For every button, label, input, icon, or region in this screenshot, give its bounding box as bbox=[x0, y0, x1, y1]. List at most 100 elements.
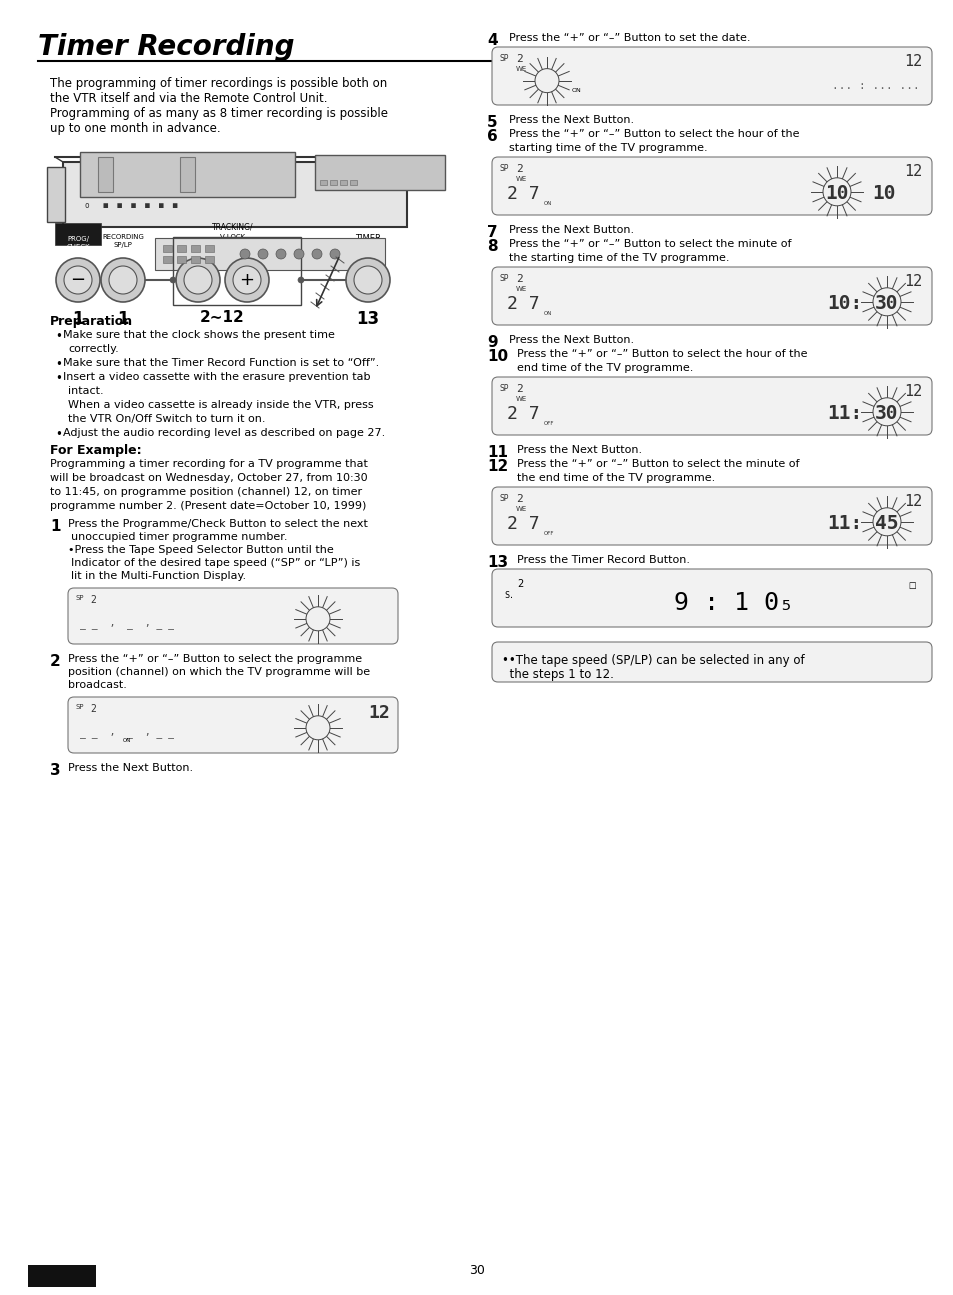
Circle shape bbox=[225, 258, 269, 302]
Circle shape bbox=[233, 265, 261, 294]
Text: SP: SP bbox=[499, 164, 509, 174]
Text: correctly.: correctly. bbox=[68, 344, 118, 354]
Text: •Press the Tape Speed Selector Button until the: •Press the Tape Speed Selector Button un… bbox=[68, 545, 334, 556]
Text: 2: 2 bbox=[516, 275, 522, 284]
FancyBboxPatch shape bbox=[339, 180, 347, 185]
Text: SP: SP bbox=[76, 704, 85, 710]
Text: to 11:45, on programme position (channel) 12, on timer: to 11:45, on programme position (channel… bbox=[50, 487, 362, 497]
Circle shape bbox=[872, 508, 900, 536]
Text: Insert a video cassette with the erasure prevention tab: Insert a video cassette with the erasure… bbox=[63, 372, 370, 382]
Circle shape bbox=[101, 258, 145, 302]
Text: 9: 9 bbox=[486, 335, 497, 350]
Text: broadcast.: broadcast. bbox=[68, 680, 127, 690]
Text: 30: 30 bbox=[874, 294, 898, 313]
Text: ... : ... ...: ... : ... ... bbox=[831, 82, 919, 91]
Text: ON: ON bbox=[543, 311, 552, 316]
Text: Press the Timer Record Button.: Press the Timer Record Button. bbox=[517, 556, 689, 565]
Text: Make sure that the Timer Record Function is set to “Off”.: Make sure that the Timer Record Function… bbox=[63, 357, 379, 368]
Text: For Example:: For Example: bbox=[50, 444, 141, 457]
Text: Press the Next Button.: Press the Next Button. bbox=[68, 763, 193, 773]
FancyBboxPatch shape bbox=[492, 377, 931, 435]
Text: Press the Programme/Check Button to select the next: Press the Programme/Check Button to sele… bbox=[68, 519, 368, 528]
Text: 13: 13 bbox=[356, 310, 379, 328]
FancyBboxPatch shape bbox=[68, 588, 397, 644]
Text: SP/LP: SP/LP bbox=[113, 242, 132, 249]
Circle shape bbox=[306, 607, 330, 631]
Text: 2: 2 bbox=[90, 594, 95, 605]
FancyBboxPatch shape bbox=[492, 47, 931, 105]
Text: Press the “+” or “–” Button to select the minute of: Press the “+” or “–” Button to select th… bbox=[517, 458, 799, 469]
FancyBboxPatch shape bbox=[492, 157, 931, 215]
Text: up to one month in advance.: up to one month in advance. bbox=[50, 122, 220, 135]
Text: 8: 8 bbox=[486, 240, 497, 254]
FancyBboxPatch shape bbox=[68, 697, 397, 752]
Text: 5: 5 bbox=[486, 115, 497, 130]
Circle shape bbox=[822, 177, 850, 206]
Text: PROG/: PROG/ bbox=[67, 236, 89, 242]
Text: lit in the Multi-Function Display.: lit in the Multi-Function Display. bbox=[71, 571, 246, 581]
Text: •: • bbox=[55, 330, 62, 343]
Text: the VTR itself and via the Remote Control Unit.: the VTR itself and via the Remote Contro… bbox=[50, 92, 327, 105]
Text: – –  ’  –  ’ – –: – – ’ – ’ – – bbox=[80, 733, 173, 743]
Text: WE: WE bbox=[516, 396, 527, 401]
FancyBboxPatch shape bbox=[191, 256, 200, 263]
Text: 12: 12 bbox=[902, 493, 921, 509]
Text: •: • bbox=[55, 372, 62, 385]
Circle shape bbox=[312, 249, 322, 259]
Text: 1: 1 bbox=[72, 310, 84, 328]
Text: will be broadcast on Wednesday, October 27, from 10:30: will be broadcast on Wednesday, October … bbox=[50, 473, 367, 483]
Text: unoccupied timer programme number.: unoccupied timer programme number. bbox=[71, 532, 287, 543]
Text: 30: 30 bbox=[874, 404, 898, 423]
Circle shape bbox=[275, 249, 286, 259]
FancyBboxPatch shape bbox=[47, 167, 65, 221]
Text: 12: 12 bbox=[902, 54, 921, 69]
Text: The programming of timer recordings is possible both on: The programming of timer recordings is p… bbox=[50, 76, 387, 89]
Text: Preparation: Preparation bbox=[50, 315, 133, 328]
Text: – –  ’  –  ’ – –: – – ’ – ’ – – bbox=[80, 624, 173, 635]
Text: 2: 2 bbox=[516, 385, 522, 394]
Text: the end time of the TV programme.: the end time of the TV programme. bbox=[517, 473, 715, 483]
Text: SP: SP bbox=[499, 385, 509, 392]
Text: Programming of as many as 8 timer recording is possible: Programming of as many as 8 timer record… bbox=[50, 107, 388, 120]
Text: Indicator of the desired tape speed (“SP” or “LP”) is: Indicator of the desired tape speed (“SP… bbox=[71, 558, 360, 569]
Text: 2: 2 bbox=[50, 654, 61, 670]
Text: Press the “+” or “–” Button to set the date.: Press the “+” or “–” Button to set the d… bbox=[509, 32, 750, 43]
Text: Press the “+” or “–” Button to select the programme: Press the “+” or “–” Button to select th… bbox=[68, 654, 362, 664]
Circle shape bbox=[184, 265, 212, 294]
FancyBboxPatch shape bbox=[205, 245, 213, 253]
Text: Make sure that the clock shows the present time: Make sure that the clock shows the prese… bbox=[63, 330, 335, 341]
FancyBboxPatch shape bbox=[80, 152, 294, 197]
Circle shape bbox=[354, 265, 381, 294]
Text: Press the “+” or “–” Button to select the minute of: Press the “+” or “–” Button to select th… bbox=[509, 240, 791, 249]
Text: OFF: OFF bbox=[543, 421, 554, 426]
FancyBboxPatch shape bbox=[98, 157, 112, 192]
Text: the VTR On/Off Switch to turn it on.: the VTR On/Off Switch to turn it on. bbox=[68, 414, 265, 423]
Circle shape bbox=[109, 265, 137, 294]
Text: 11:: 11: bbox=[826, 404, 862, 423]
FancyBboxPatch shape bbox=[28, 1265, 96, 1287]
Text: •: • bbox=[55, 357, 62, 370]
FancyBboxPatch shape bbox=[55, 223, 101, 245]
Text: —V-LOCK—: —V-LOCK— bbox=[213, 234, 253, 240]
Text: TIMER: TIMER bbox=[355, 234, 380, 243]
Circle shape bbox=[306, 716, 330, 739]
Text: position (channel) on which the TV programme will be: position (channel) on which the TV progr… bbox=[68, 667, 370, 677]
Text: 12: 12 bbox=[368, 704, 390, 723]
Text: 12: 12 bbox=[902, 385, 921, 399]
FancyBboxPatch shape bbox=[314, 155, 444, 190]
Text: 7: 7 bbox=[486, 225, 497, 240]
FancyBboxPatch shape bbox=[177, 245, 186, 253]
Circle shape bbox=[297, 277, 304, 284]
Text: SP: SP bbox=[76, 594, 85, 601]
FancyBboxPatch shape bbox=[350, 180, 356, 185]
Text: REC ☐: REC ☐ bbox=[355, 242, 381, 251]
Text: Programming a timer recording for a TV programme that: Programming a timer recording for a TV p… bbox=[50, 458, 368, 469]
Text: 11:: 11: bbox=[826, 514, 862, 534]
Text: the starting time of the TV programme.: the starting time of the TV programme. bbox=[509, 253, 729, 263]
Text: SP: SP bbox=[499, 275, 509, 284]
Text: 30: 30 bbox=[469, 1264, 484, 1277]
Text: 10:: 10: bbox=[826, 294, 862, 313]
Circle shape bbox=[257, 249, 268, 259]
Text: 2 7: 2 7 bbox=[506, 185, 539, 203]
Circle shape bbox=[56, 258, 100, 302]
